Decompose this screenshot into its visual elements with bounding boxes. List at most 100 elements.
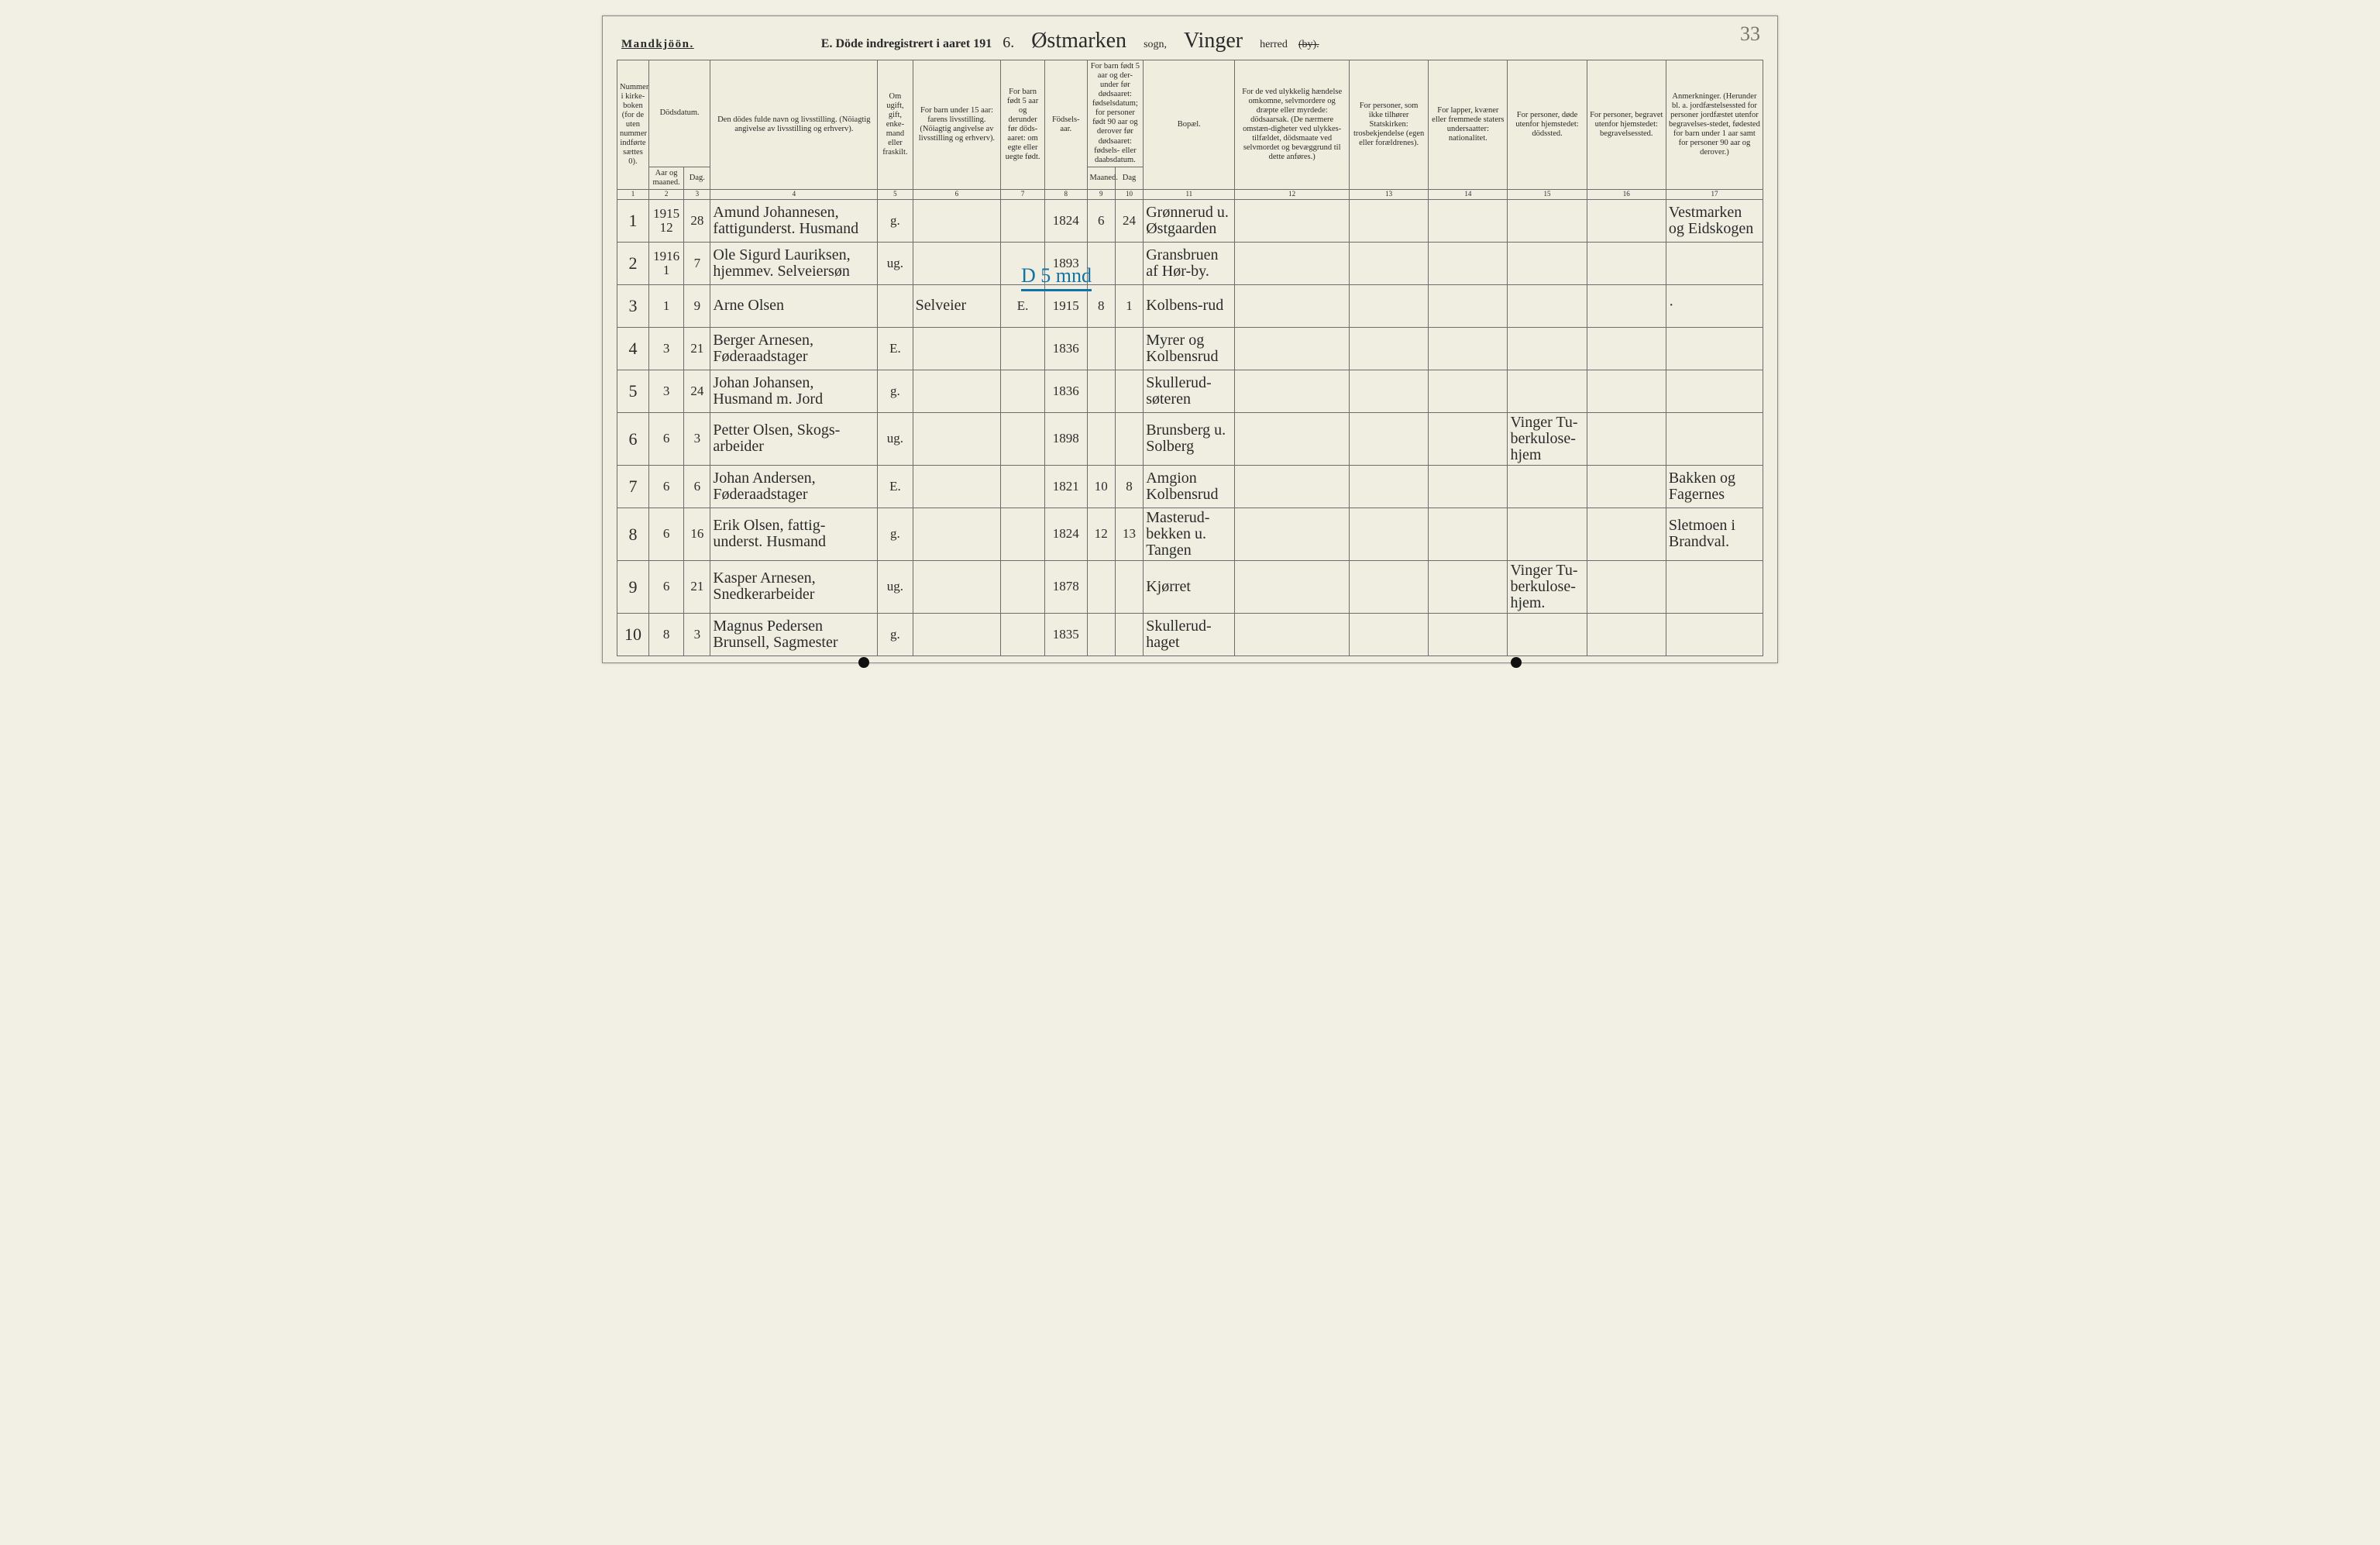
cell: Kolbens-rud bbox=[1144, 284, 1235, 327]
cell bbox=[913, 412, 1001, 465]
col-dag2: Dag bbox=[1115, 167, 1143, 189]
cell: 6 bbox=[648, 412, 683, 465]
cell bbox=[1350, 284, 1429, 327]
table-row: 5324Johan Johansen, Husmand m. Jordg.183… bbox=[617, 370, 1763, 412]
col-nationalitet: For lapper, kvæner eller fremmede stater… bbox=[1429, 60, 1508, 190]
cell: E. bbox=[1001, 284, 1045, 327]
cell: 6 bbox=[1087, 199, 1115, 242]
col-dodssted: For personer, døde utenfor hjemstedet: d… bbox=[1508, 60, 1587, 190]
cell bbox=[1235, 465, 1350, 508]
cell: 12 bbox=[1087, 508, 1115, 560]
column-numbers-row: 1234567891011121314151617 bbox=[617, 189, 1763, 199]
cell: ug. bbox=[878, 412, 913, 465]
cell bbox=[1087, 327, 1115, 370]
cell: 1916 1 bbox=[648, 242, 683, 284]
column-number: 8 bbox=[1045, 189, 1088, 199]
cell bbox=[1087, 613, 1115, 656]
cell bbox=[1350, 412, 1429, 465]
cell: Gransbruen af Hør-by. bbox=[1144, 242, 1235, 284]
cell bbox=[1350, 508, 1429, 560]
cell bbox=[1350, 370, 1429, 412]
cell bbox=[1350, 242, 1429, 284]
cell: 8 bbox=[1087, 284, 1115, 327]
cell bbox=[1508, 242, 1587, 284]
cell bbox=[913, 370, 1001, 412]
cell bbox=[1001, 613, 1045, 656]
cell: E. bbox=[878, 465, 913, 508]
cell: 1821 bbox=[1045, 465, 1088, 508]
cell bbox=[1115, 370, 1143, 412]
cell: 1915 12 bbox=[648, 199, 683, 242]
cell bbox=[1235, 327, 1350, 370]
cell bbox=[1001, 560, 1045, 613]
cell: 1915 bbox=[1045, 284, 1088, 327]
cell bbox=[1429, 412, 1508, 465]
cell bbox=[1666, 560, 1763, 613]
cell: 10 bbox=[617, 613, 649, 656]
cell: Petter Olsen, Skogs-arbeider bbox=[710, 412, 878, 465]
cell bbox=[1001, 412, 1045, 465]
column-number: 11 bbox=[1144, 189, 1235, 199]
register-page: 33 Mandkjöön. E. Döde indregistrert i aa… bbox=[602, 15, 1778, 663]
binding-hole-left bbox=[858, 657, 869, 668]
cell: Berger Arnesen, Føderaadstager bbox=[710, 327, 878, 370]
col-tros: For personer, som ikke tilhører Statskir… bbox=[1350, 60, 1429, 190]
cell bbox=[1087, 242, 1115, 284]
cell: Grønnerud u. Østgaarden bbox=[1144, 199, 1235, 242]
cell bbox=[1429, 370, 1508, 412]
col-fodselsaar: Födsels-aar. bbox=[1045, 60, 1088, 190]
cell bbox=[1587, 327, 1666, 370]
page-header: Mandkjöön. E. Döde indregistrert i aaret… bbox=[617, 27, 1763, 60]
cell bbox=[1001, 465, 1045, 508]
table-row: 766Johan Andersen, FøderaadstagerE.18211… bbox=[617, 465, 1763, 508]
cell: 1836 bbox=[1045, 327, 1088, 370]
cell: Myrer og Kolbensrud bbox=[1144, 327, 1235, 370]
cell bbox=[913, 508, 1001, 560]
cell bbox=[1115, 327, 1143, 370]
cell bbox=[1115, 412, 1143, 465]
cell bbox=[913, 613, 1001, 656]
cell bbox=[1508, 508, 1587, 560]
cell: 3 bbox=[617, 284, 649, 327]
cell bbox=[1429, 613, 1508, 656]
cell: 1 bbox=[648, 284, 683, 327]
col-bopel: Bopæl. bbox=[1144, 60, 1235, 190]
cell bbox=[1587, 465, 1666, 508]
cell bbox=[1115, 560, 1143, 613]
table-row: 319Arne OlsenSelveierE.191581Kolbens-rud… bbox=[617, 284, 1763, 327]
cell: 10 bbox=[1087, 465, 1115, 508]
cell: Skullerud-søteren bbox=[1144, 370, 1235, 412]
cell: Sletmoen i Brandval. bbox=[1666, 508, 1763, 560]
cell: 24 bbox=[684, 370, 710, 412]
cell bbox=[913, 242, 1001, 284]
cell: 21 bbox=[684, 560, 710, 613]
binding-hole-right bbox=[1511, 657, 1522, 668]
cell: 1 bbox=[1115, 284, 1143, 327]
cell: 1878 bbox=[1045, 560, 1088, 613]
cell: 2 bbox=[617, 242, 649, 284]
column-number: 9 bbox=[1087, 189, 1115, 199]
col-dodsdatum: Dödsdatum. bbox=[648, 60, 710, 167]
cell bbox=[913, 560, 1001, 613]
cell: Brunsberg u. Solberg bbox=[1144, 412, 1235, 465]
table-row: 21916 17Ole Sigurd Lauriksen, hjemmev. S… bbox=[617, 242, 1763, 284]
cell bbox=[1087, 412, 1115, 465]
cell: Johan Johansen, Husmand m. Jord bbox=[710, 370, 878, 412]
col-egte: For barn født 5 aar og derunder før döds… bbox=[1001, 60, 1045, 190]
cell: Vinger Tu-berkulose-hjem bbox=[1508, 412, 1587, 465]
cell bbox=[1587, 370, 1666, 412]
cell: 8 bbox=[1115, 465, 1143, 508]
cell: 13 bbox=[1115, 508, 1143, 560]
col-dodsaarsak: For de ved ulykkelig hændelse omkomne, s… bbox=[1235, 60, 1350, 190]
cell: 1 bbox=[617, 199, 649, 242]
cell bbox=[1508, 613, 1587, 656]
column-number: 16 bbox=[1587, 189, 1666, 199]
cell: Bakken og Fagernes bbox=[1666, 465, 1763, 508]
cell: Masterud-bekken u. Tangen bbox=[1144, 508, 1235, 560]
cell bbox=[1001, 242, 1045, 284]
cell bbox=[1350, 199, 1429, 242]
column-number: 6 bbox=[913, 189, 1001, 199]
cell: 1824 bbox=[1045, 508, 1088, 560]
cell: 9 bbox=[617, 560, 649, 613]
cell: Vestmarken og Eidskogen bbox=[1666, 199, 1763, 242]
